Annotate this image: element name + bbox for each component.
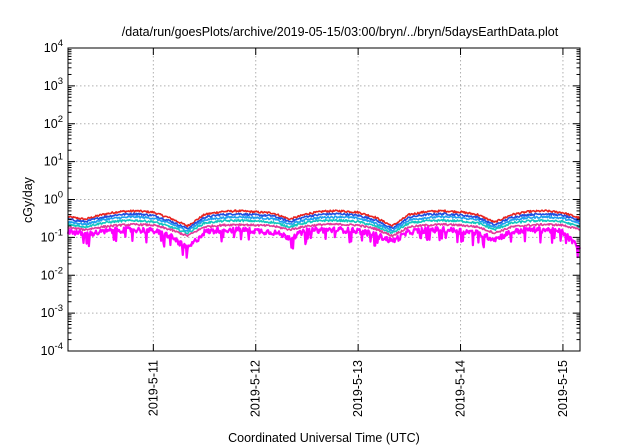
- y-axis-label: cGy/day: [21, 176, 35, 223]
- y-tick-label: 10-4: [41, 341, 63, 358]
- series-line: [67, 215, 581, 232]
- chart-title: /data/run/goesPlots/archive/2019-05-15/0…: [122, 25, 559, 39]
- y-tick-label: 104: [44, 38, 63, 55]
- x-axis-label: Coordinated Universal Time (UTC): [228, 431, 420, 445]
- series-layer: [66, 209, 582, 259]
- y-tick-label: 10-3: [41, 303, 63, 320]
- x-tick-label: 2019-5-14: [454, 360, 468, 417]
- y-tick-label: 101: [44, 152, 63, 169]
- y-axis: 10-4 10-3 10-2 10-1 100 101 102 103 104: [41, 38, 580, 358]
- series-line: [67, 212, 581, 230]
- series-line: [67, 209, 581, 228]
- y-tick-label: 102: [44, 114, 63, 131]
- x-tick-label: 2019-5-12: [249, 360, 263, 417]
- x-tick-label: 2019-5-15: [556, 360, 570, 417]
- x-tick-label: 2019-5-11: [146, 360, 160, 416]
- series-line: [67, 222, 581, 238]
- series-line: [68, 218, 581, 235]
- y-tick-label: 10-2: [41, 265, 63, 282]
- y-tick-label: 10-1: [41, 227, 63, 244]
- series-line: [66, 225, 582, 259]
- x-axis: 2019-5-11 2019-5-12 2019-5-13 2019-5-14 2019…: [146, 48, 570, 417]
- grid: [68, 48, 580, 351]
- y-tick-label: 100: [44, 190, 63, 207]
- x-tick-label: 2019-5-13: [351, 360, 365, 417]
- y-tick-label: 103: [44, 76, 63, 93]
